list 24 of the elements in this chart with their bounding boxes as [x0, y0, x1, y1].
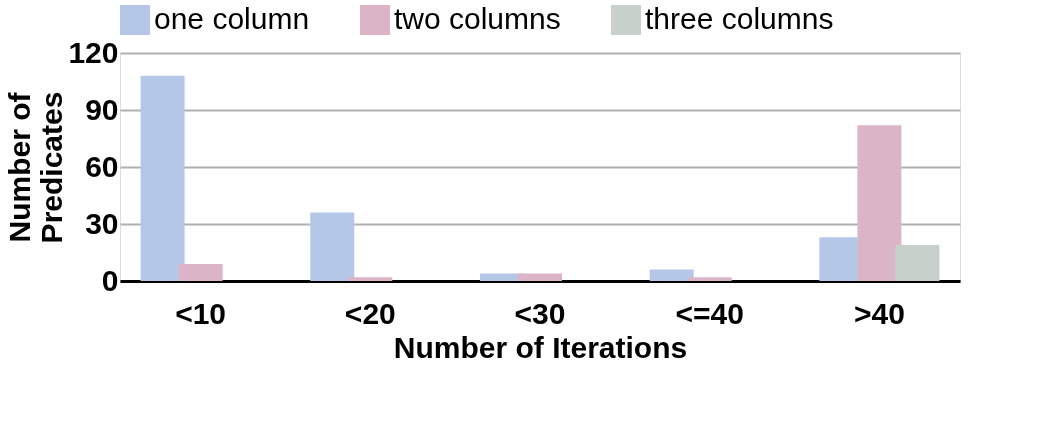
x-tick-label: >40: [853, 296, 905, 330]
x-tick-label: <30: [514, 296, 566, 330]
bar: [310, 212, 355, 281]
x-tick-label: <10: [175, 296, 227, 330]
y-tick-label: 90: [85, 92, 119, 126]
y-axis-title: Number of Predicates: [3, 91, 69, 244]
legend-label: one column: [154, 2, 310, 35]
y-tick-label: 120: [68, 35, 119, 69]
bar: [518, 273, 562, 281]
bar: [140, 75, 185, 281]
y-tick-label: 60: [85, 149, 119, 183]
legend-label: three columns: [645, 2, 834, 35]
x-tick-label: <20: [344, 296, 396, 330]
legend-label: two columns: [394, 2, 561, 35]
bar: [178, 263, 223, 281]
bar: [649, 269, 694, 281]
y-tick-label: 0: [101, 263, 119, 297]
bar: [687, 277, 732, 281]
x-axis-title: Number of Iterations: [393, 330, 688, 364]
bar: [895, 244, 940, 281]
x-tick-label: <=40: [675, 296, 744, 330]
y-tick-label: 30: [85, 206, 119, 240]
bar: [857, 125, 902, 281]
bar: [348, 277, 393, 281]
